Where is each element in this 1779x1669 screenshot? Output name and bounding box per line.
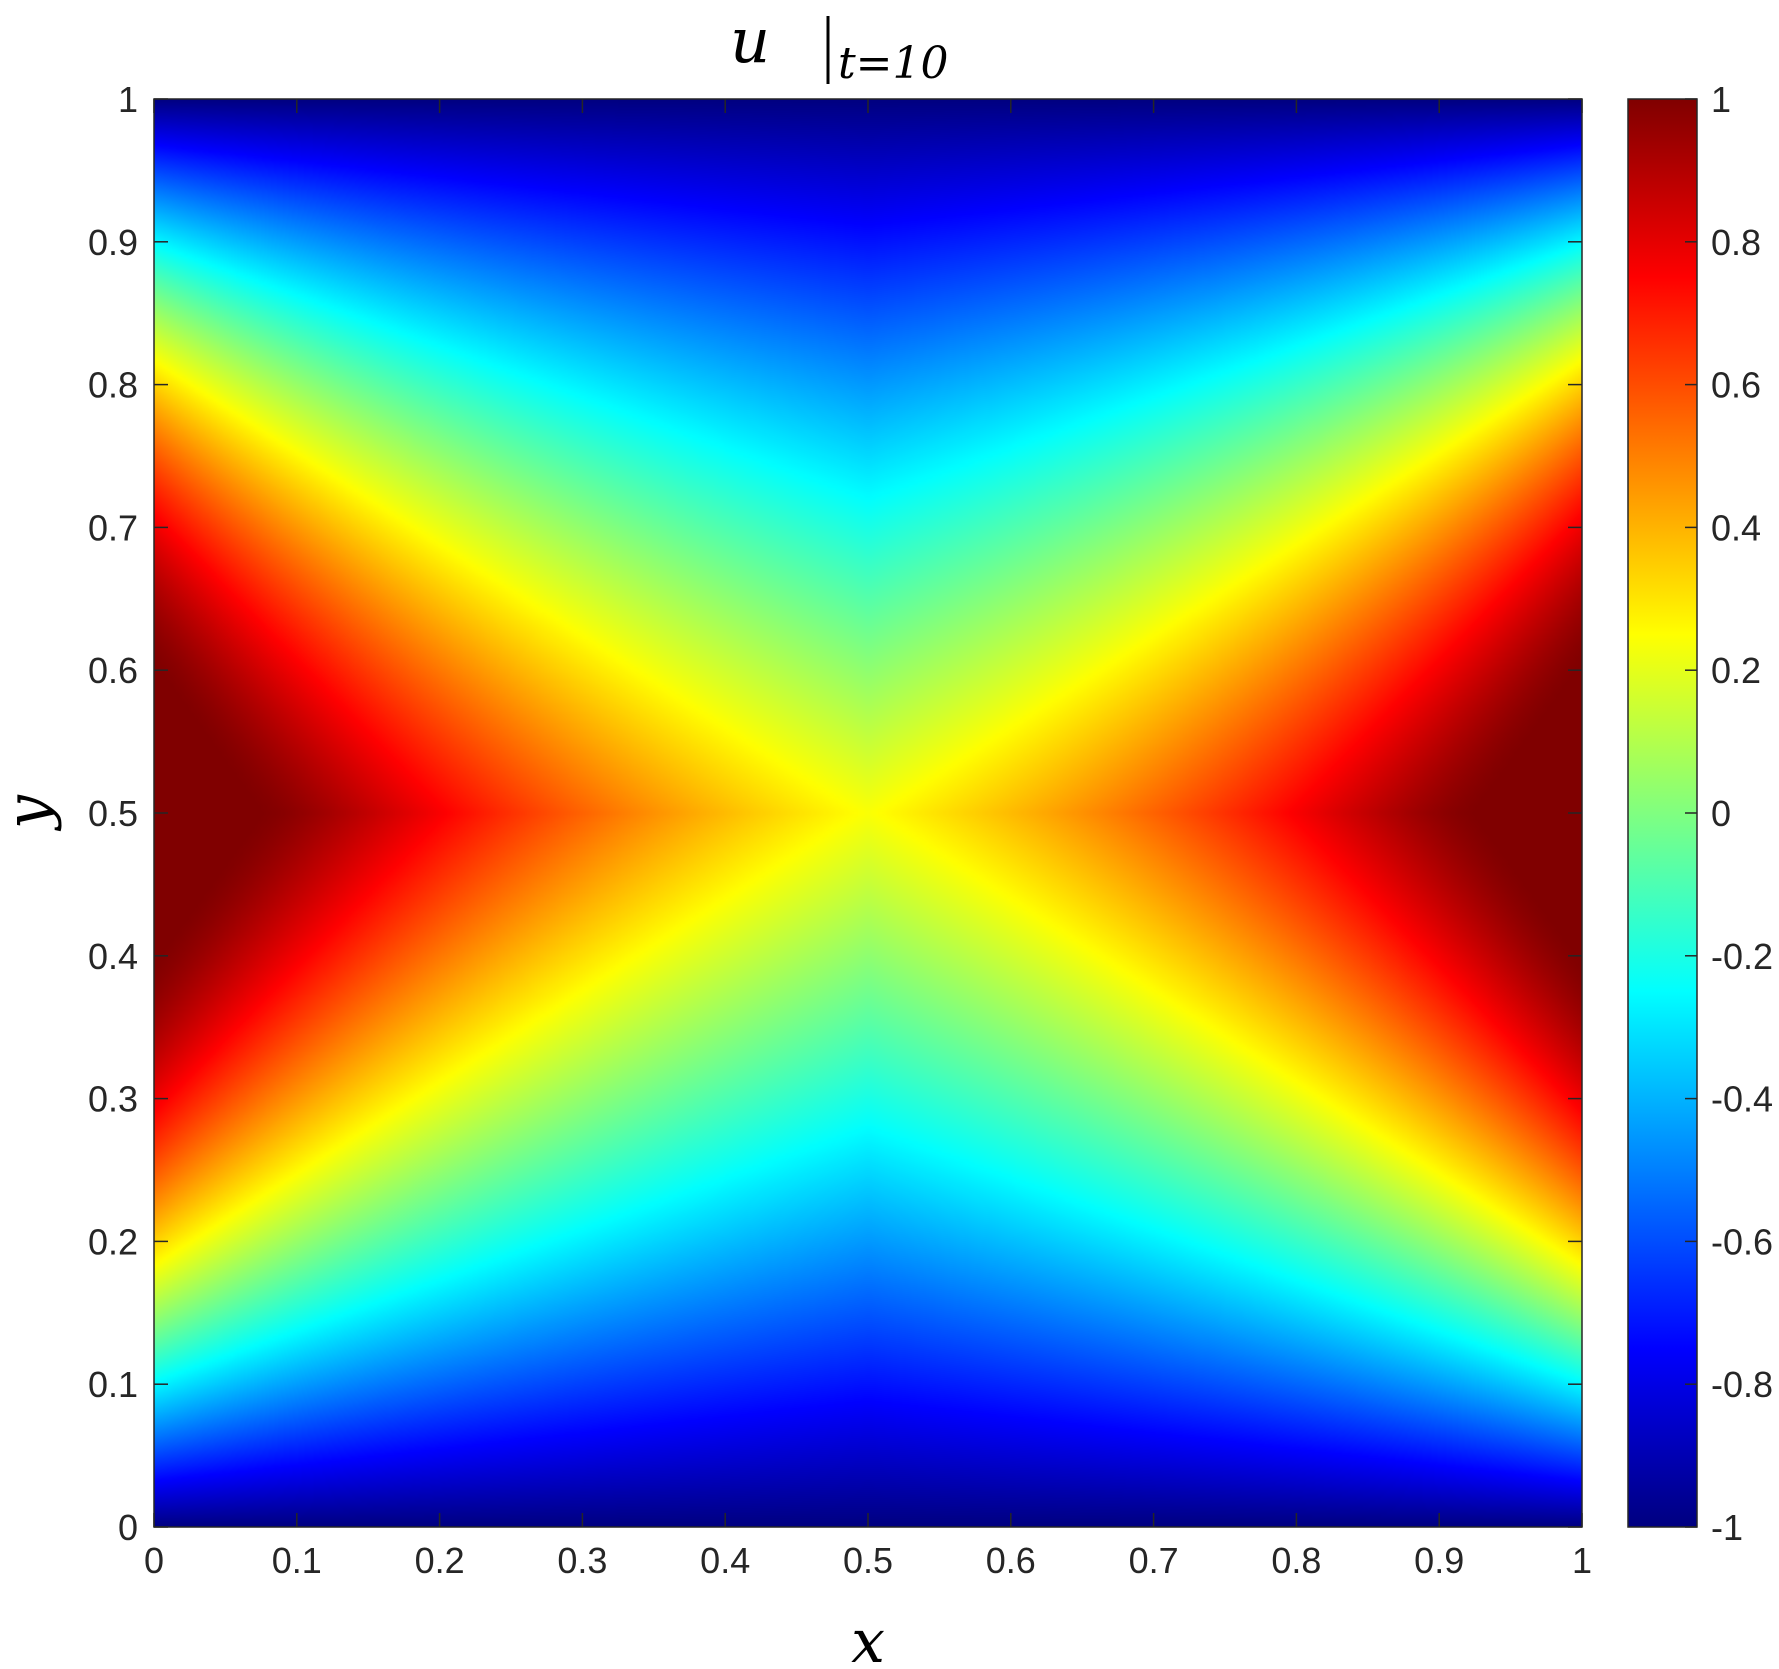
chart-title-main: u [730,4,770,77]
y-tick-label: 1 [118,79,138,120]
x-tick-label: 1 [1572,1540,1592,1581]
plot-area [153,98,1583,1528]
chart-title-subscript: t=10 [838,38,949,89]
x-tick-label: 0.3 [557,1540,607,1581]
colorbar-tick-label: -0.2 [1711,936,1773,977]
x-tick-label: 0.7 [1129,1540,1179,1581]
colorbar-tick-label: -0.4 [1711,1079,1773,1120]
heatmap-image [154,99,1582,1527]
x-tick-label: 0.6 [986,1540,1036,1581]
x-axis-label: x [851,1607,885,1669]
y-tick-label: 0.9 [88,222,138,263]
x-tick-label: 0.9 [1414,1540,1464,1581]
y-tick-label: 0 [118,1507,138,1548]
y-tick-label: 0.4 [88,936,138,977]
colorbar-tick-label: -0.6 [1711,1221,1773,1262]
y-tick-label: 0.6 [88,650,138,691]
x-tick-label: 0.8 [1271,1540,1321,1581]
chart-title: u t=10 [730,4,948,89]
colorbar: -1 -0.8 -0.6 -0.4 -0.2 0 0.2 0.4 0.6 0.8 1 [1627,79,1773,1548]
colorbar-ticks: -1 -0.8 -0.6 -0.4 -0.2 0 0.2 0.4 0.6 0.8 1 [1685,79,1773,1548]
colorbar-tick-label: -1 [1711,1507,1743,1548]
colorbar-tick-label: 1 [1711,79,1731,120]
y-axis: 0 0.1 0.2 0.3 0.4 0.5 0.6 0.7 0.8 0.9 1 [88,79,1582,1548]
x-tick-label: 0.5 [843,1540,893,1581]
y-tick-label: 0.3 [88,1079,138,1120]
x-tick-label: 0.4 [700,1540,750,1581]
x-tick-label: 0.2 [415,1540,465,1581]
colorbar-tick-label: 0.4 [1711,507,1761,548]
colorbar-tick-label: 0.8 [1711,222,1761,263]
y-tick-label: 0.1 [88,1364,138,1405]
y-tick-label: 0.5 [88,793,138,834]
colorbar-tick-label: -0.8 [1711,1364,1773,1405]
colorbar-tick-label: 0.6 [1711,365,1761,406]
y-tick-label: 0.7 [88,507,138,548]
x-axis: 0 0.1 0.2 0.3 0.4 0.5 0.6 0.7 0.8 0.9 1 [144,99,1592,1581]
x-tick-label: 0 [144,1540,164,1581]
x-tick-label: 0.1 [272,1540,322,1581]
colorbar-tick-label: 0 [1711,793,1731,834]
y-tick-label: 0.8 [88,365,138,406]
y-axis-label: y [0,794,63,832]
colorbar-tick-label: 0.2 [1711,650,1761,691]
y-tick-label: 0.2 [88,1221,138,1262]
